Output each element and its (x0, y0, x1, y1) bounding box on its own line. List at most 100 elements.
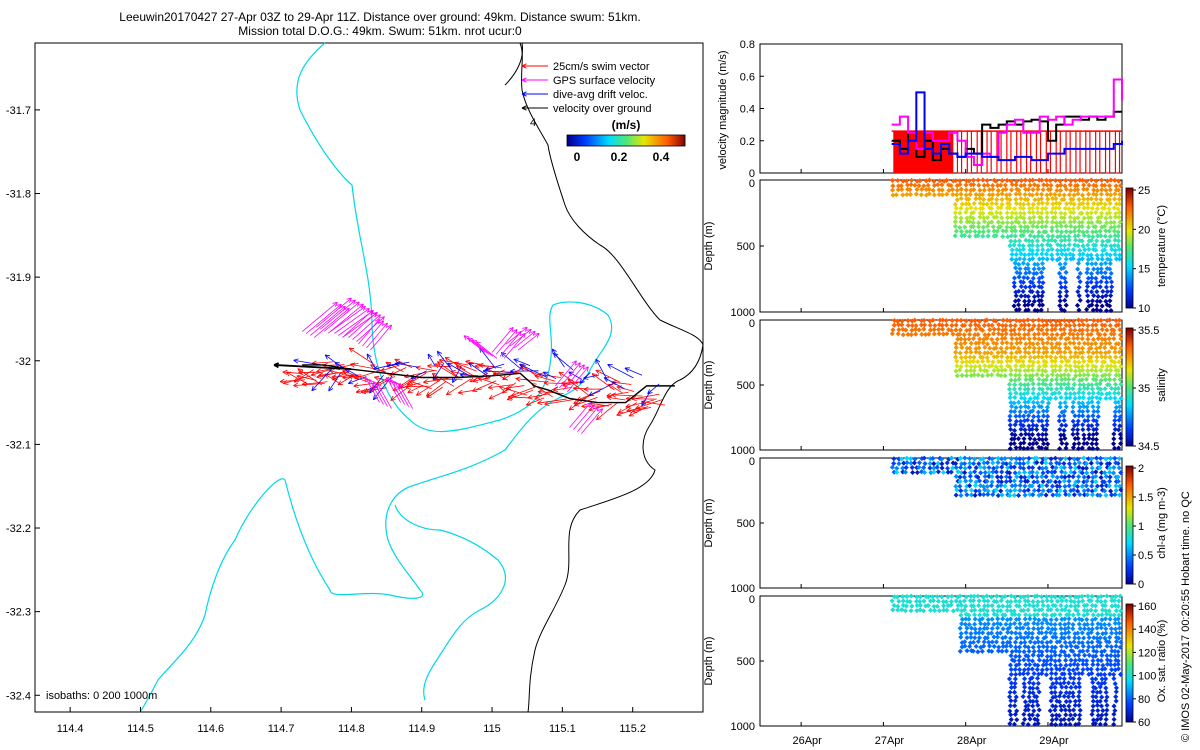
swim-vector (446, 378, 472, 396)
gps-surface-vector-head-a (360, 303, 364, 309)
swim-vector-head-b (537, 391, 543, 395)
drift-vector (552, 353, 574, 371)
swim-vector-head-a (465, 359, 471, 362)
gps-surface-vector (567, 366, 589, 393)
colorbar-title: (m/s) (612, 118, 641, 132)
profile-sample-temp (926, 191, 932, 197)
profile-sample-temp (1074, 182, 1080, 188)
drift-vector (500, 352, 522, 370)
colorbar-tick-label-sal: 34.5 (1138, 441, 1159, 453)
gps-surface-vector-shaft (344, 310, 373, 336)
profile-sample-temp (1035, 233, 1041, 239)
colorbar-swatch (684, 135, 686, 146)
profile-sample-temp (1032, 261, 1038, 267)
profile-sample-temp (921, 183, 927, 189)
gps-surface-vector (563, 364, 585, 391)
swim-vector-head-a (457, 389, 463, 394)
profile-sample-temp (1039, 191, 1045, 197)
swim-vector-head-a (353, 382, 359, 387)
colorbar-swatch (661, 135, 663, 146)
gps-surface-vector-shaft (305, 303, 342, 334)
profile-sample-temp (1052, 238, 1058, 244)
profile-sample-temp (908, 182, 914, 188)
gps-surface-vector-head-b (589, 404, 595, 407)
swim-vector (506, 385, 525, 391)
swim-vector-head-b (353, 385, 359, 389)
drift-vector (583, 374, 600, 380)
swim-vector-shaft (311, 361, 334, 364)
swim-vector-shaft (380, 365, 398, 372)
gps-surface-vector-head-a (365, 377, 370, 381)
profile-sample-temp (1067, 229, 1074, 235)
swim-vector-shaft (561, 381, 581, 384)
profile-sample-temp (989, 211, 995, 217)
profile-sample-temp (1057, 178, 1063, 184)
gps-surface-vector-shaft (320, 299, 356, 330)
gps-surface-vector-shaft (467, 337, 490, 355)
gps-surface-vector (467, 337, 490, 355)
drift-vector-shaft (452, 366, 462, 383)
gps-surface-vector (513, 330, 536, 349)
drift-vector (603, 377, 625, 390)
swim-vector-head-a (355, 388, 361, 393)
colorbar-swatch (574, 135, 576, 146)
profile-sample-temp (923, 178, 929, 184)
profile-sample-temp (976, 182, 982, 188)
swim-vector-shaft (527, 393, 550, 399)
swim-vector-head-b (608, 384, 612, 389)
profile-sample-temp (1021, 219, 1028, 225)
swim-vector (626, 407, 646, 413)
drift-vector-head-b (452, 379, 457, 383)
legend-arrow-2 (521, 91, 548, 97)
swim-vector (416, 379, 441, 396)
profile-sample-temp (1011, 206, 1018, 212)
colorbar-swatch (611, 135, 613, 146)
gps-surface-vector-head-a (381, 320, 384, 326)
profile-sample-temp (1066, 192, 1072, 198)
swim-vector-head-a (331, 374, 337, 378)
title-line-2: Mission total D.O.G.: 49km. Swum: 51km. … (238, 24, 522, 38)
profile-sample-temp (963, 192, 969, 198)
swim-vector-head-a (360, 389, 366, 393)
profile-sample-temp (900, 178, 906, 184)
swim-vector-head-a (407, 388, 412, 393)
swim-vector-head-a (537, 400, 542, 404)
swim-vector-head-a (488, 384, 493, 389)
swim-vector-head-b (342, 370, 347, 375)
gps-surface-vector-head-b (382, 322, 388, 326)
gps-surface-vector-head-b (516, 330, 522, 334)
colorbar-tick-label-chl: 1.5 (1138, 492, 1153, 504)
gps-surface-vector-head-a (524, 327, 528, 333)
profile-sample-temp (1035, 183, 1041, 189)
profile-sample-temp (1050, 201, 1056, 207)
colorbar-swatch (578, 135, 580, 146)
panel-ylabel-temp: Depth (m) (703, 222, 715, 271)
profile-sample-temp (1067, 182, 1073, 188)
drift-vector-head-b (551, 348, 554, 354)
swim-vector-shaft (506, 385, 525, 389)
profile-sample-temp (1022, 293, 1028, 299)
profile-sample-temp (985, 182, 991, 188)
gps-surface-vector (356, 316, 385, 342)
gps-surface-vector-head-a (356, 301, 360, 307)
profile-sample-temp (1011, 280, 1017, 286)
profile-sample-temp (1061, 192, 1067, 198)
gps-surface-vector-head-b (360, 306, 366, 308)
profile-sample-temp (1027, 205, 1033, 212)
swim-vector-shaft (488, 388, 511, 400)
swim-vector-shaft (453, 362, 477, 372)
gps-surface-vector-head-a (528, 329, 532, 335)
gps-surface-vector-shaft (471, 339, 494, 357)
swim-vector (380, 365, 398, 373)
drift-vector-head-b (386, 365, 392, 369)
profile-sample-temp (1057, 293, 1063, 299)
profile-sample-temp (1034, 251, 1040, 257)
profile-sample-temp (1067, 214, 1073, 220)
profile-sample-temp (1062, 247, 1068, 253)
drift-vector (447, 362, 470, 377)
swim-vector-head-b (390, 399, 396, 401)
drift-vector-head-a (395, 361, 401, 364)
swim-vector-head-b (574, 405, 580, 407)
swim-vector-head-b (316, 376, 322, 379)
swim-vector-shaft (611, 394, 643, 397)
